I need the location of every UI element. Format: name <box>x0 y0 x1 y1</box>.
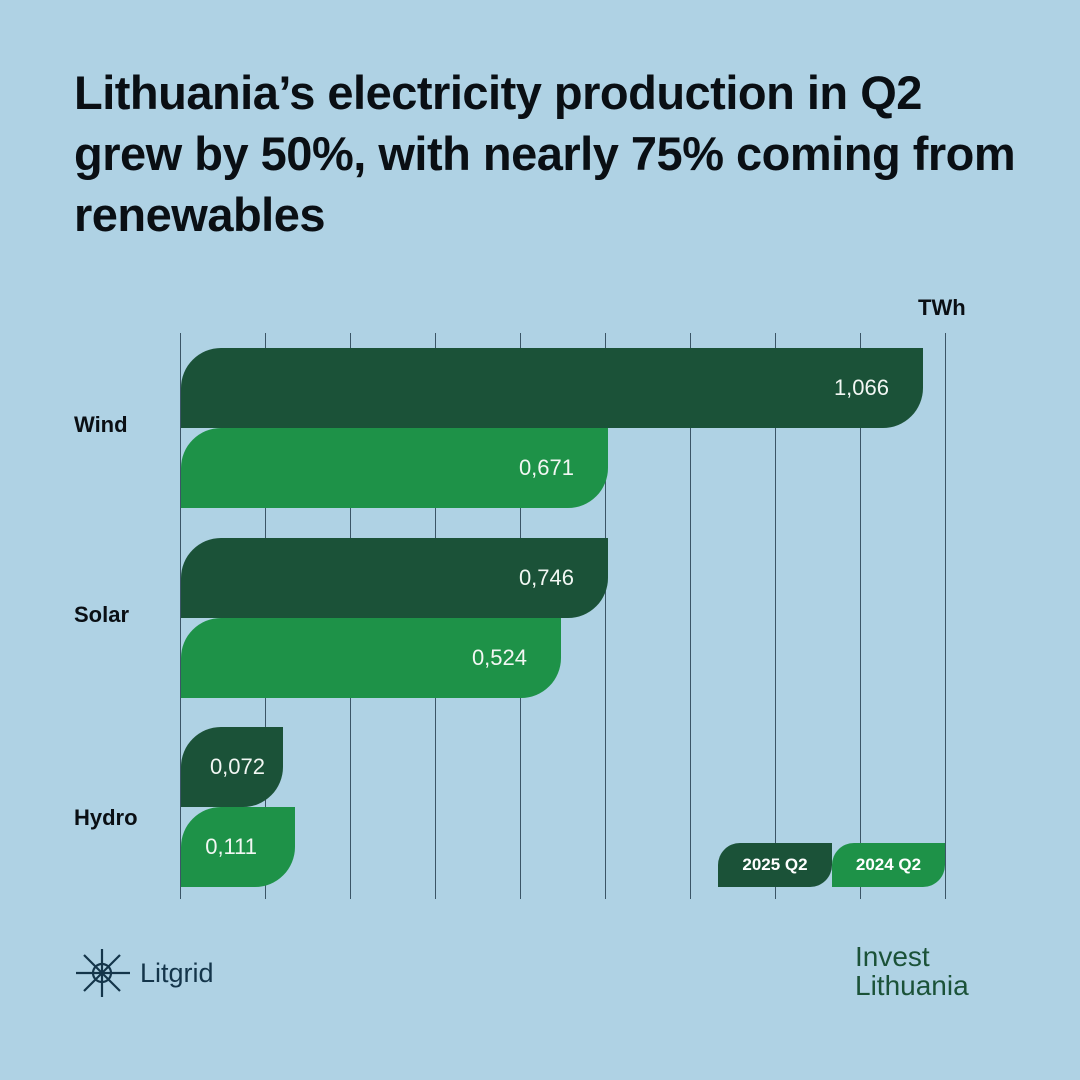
gridline <box>605 333 606 899</box>
unit-label: TWh <box>918 295 966 320</box>
category-label-wind: Wind <box>74 412 128 437</box>
logo-line-1: Invest <box>855 941 930 972</box>
litgrid-star-icon <box>76 949 130 997</box>
invest-lithuania-logo: Invest Lithuania <box>855 942 969 1000</box>
bar-solar-2025: 0,746 <box>181 538 608 618</box>
bar-solar-2024: 0,524 <box>181 618 561 698</box>
value-label: 0,524 <box>471 645 527 670</box>
gridline <box>860 333 861 899</box>
legend-2025: 2025 Q2 <box>718 843 832 887</box>
bar-hydro-2025: 0,072 <box>181 727 283 807</box>
bar-wind-2025: 1,066 <box>181 348 923 428</box>
category-label-hydro: Hydro <box>74 805 138 830</box>
logo-line-2: Lithuania <box>855 970 969 1001</box>
litgrid-label: Litgrid <box>140 957 214 988</box>
gridline <box>690 333 691 899</box>
legend-2024: 2024 Q2 <box>832 843 945 887</box>
value-label: 1,066 <box>833 375 889 400</box>
litgrid-logo: Litgrid <box>74 945 214 1001</box>
gridline <box>180 333 181 899</box>
value-label: 0,746 <box>518 565 574 590</box>
bar-wind-2024: 0,671 <box>181 428 608 508</box>
value-label: 0,072 <box>209 754 265 779</box>
chart-title: Lithuania’s electricity production in Q2… <box>74 66 1016 241</box>
value-label: 0,671 <box>518 455 574 480</box>
gridline <box>945 333 946 899</box>
bar-hydro-2024: 0,111 <box>181 807 295 887</box>
category-label-solar: Solar <box>74 602 130 627</box>
value-label: 0,111 <box>205 834 257 859</box>
gridline <box>775 333 776 899</box>
